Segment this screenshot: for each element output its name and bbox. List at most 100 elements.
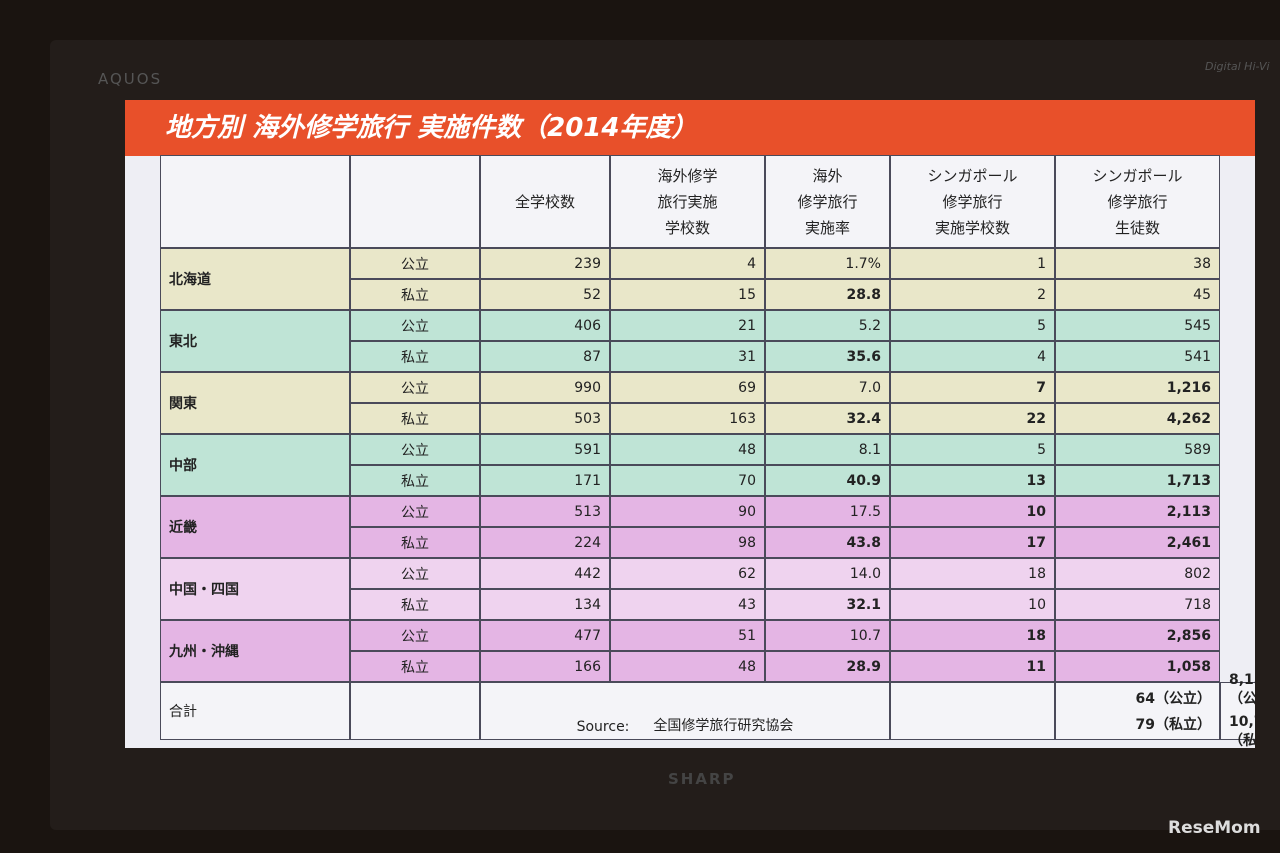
cell-text: 406 [574, 317, 601, 334]
value-cell: 802 [1055, 558, 1220, 589]
value-cell: 90 [610, 496, 765, 527]
cell-text: 87 [583, 348, 601, 365]
value-cell: 10.7 [765, 620, 890, 651]
region-cell: 九州・沖縄 [160, 620, 350, 682]
value-cell: 21 [610, 310, 765, 341]
value-cell: 35.6 [765, 341, 890, 372]
cell-text: 公立 [401, 628, 429, 645]
header-line: 修学旅行 [797, 192, 858, 211]
tv-brand: SHARP [668, 770, 736, 788]
header-cell: シンガポール 修学旅行 実施学校数 [890, 155, 1055, 248]
cell-text: 718 [1184, 596, 1211, 613]
value-cell: 239 [480, 248, 610, 279]
cell-text: 私立 [401, 597, 429, 614]
value-cell: 32.4 [765, 403, 890, 434]
value-cell: 442 [480, 558, 610, 589]
region-cell: 中部 [160, 434, 350, 496]
value-cell: 166 [480, 651, 610, 682]
cell-text: 私立 [401, 287, 429, 304]
value-cell: 4 [610, 248, 765, 279]
cell-text: 21 [738, 317, 756, 334]
total-cell: 64（公立） 79（私立） [1055, 682, 1220, 740]
value-cell: 62 [610, 558, 765, 589]
value-cell: 5 [890, 434, 1055, 465]
region-name: 関東 [169, 396, 197, 412]
cell-text: 13 [1026, 472, 1046, 489]
region-name: 北海道 [169, 272, 211, 288]
header-line: 海外 [812, 166, 843, 185]
value-cell: 52 [480, 279, 610, 310]
type-cell: 公立 [350, 558, 480, 589]
header-text: シンガポール 修学旅行 生徒数 [1092, 163, 1182, 241]
value-cell: 541 [1055, 341, 1220, 372]
cell-text: 10 [1028, 596, 1046, 613]
cell-text: 48 [738, 441, 756, 458]
header-cell: 海外 修学旅行 実施率 [765, 155, 890, 248]
value-cell: 7.0 [765, 372, 890, 403]
cell-text: 43 [738, 596, 756, 613]
cell-text: 1.7% [845, 255, 881, 272]
cell-text: 48 [738, 658, 756, 675]
cell-text: 239 [574, 255, 601, 272]
value-cell: 477 [480, 620, 610, 651]
type-cell: 私立 [350, 403, 480, 434]
cell-text: 5.2 [858, 317, 881, 334]
value-cell: 70 [610, 465, 765, 496]
header-text: 全学校数 [515, 189, 575, 215]
value-cell: 513 [480, 496, 610, 527]
cell-text: 513 [574, 503, 601, 520]
cell-text: 私立 [401, 349, 429, 366]
source-text: 全国修学旅行研究協会 [653, 718, 794, 734]
value-cell: 503 [480, 403, 610, 434]
value-cell: 18 [890, 558, 1055, 589]
header-line: 全学校数 [514, 192, 575, 211]
header-line: 修学旅行 [942, 192, 1003, 211]
type-cell: 公立 [350, 372, 480, 403]
region-name: 中国・四国 [169, 582, 239, 598]
value-cell: 43.8 [765, 527, 890, 558]
header-cell [160, 155, 350, 248]
cell-text: 38 [1193, 255, 1211, 272]
cell-text: 7 [1036, 379, 1046, 396]
cell-text: 32.4 [846, 410, 881, 427]
cell-text: 541 [1184, 348, 1211, 365]
value-cell: 43 [610, 589, 765, 620]
value-cell: 134 [480, 589, 610, 620]
cell-text: 51 [738, 627, 756, 644]
header-cell: シンガポール 修学旅行 生徒数 [1055, 155, 1220, 248]
cell-text: 69 [738, 379, 756, 396]
cell-text: 990 [574, 379, 601, 396]
value-cell: 4 [890, 341, 1055, 372]
value-cell: 28.9 [765, 651, 890, 682]
value-cell: 2,461 [1055, 527, 1220, 558]
header-cell: 海外修学 旅行実施 学校数 [610, 155, 765, 248]
value-cell: 51 [610, 620, 765, 651]
header-cell: 全学校数 [480, 155, 610, 248]
value-cell: 48 [610, 434, 765, 465]
cell-text: 98 [738, 534, 756, 551]
cell-text: 477 [574, 627, 601, 644]
value-cell: 14.0 [765, 558, 890, 589]
cell-text: 28.9 [846, 658, 881, 675]
region-cell: 北海道 [160, 248, 350, 310]
header-line: シンガポール [927, 166, 1018, 185]
watermark: ReseMom [1168, 818, 1261, 838]
header-text: 海外修学 旅行実施 学校数 [657, 163, 717, 241]
cell-text: 589 [1184, 441, 1211, 458]
cell-text: 公立 [401, 566, 429, 583]
region-cell: 中国・四国 [160, 558, 350, 620]
total-value: 79（私立） [1135, 717, 1211, 733]
cell-text: 1 [1037, 255, 1046, 272]
total-label: 合計 [169, 704, 197, 720]
type-cell: 公立 [350, 248, 480, 279]
source-cell: Source: 全国修学旅行研究協会 [480, 682, 890, 740]
total-value: 64（公立） [1135, 691, 1211, 707]
type-cell: 私立 [350, 589, 480, 620]
cell-text: 17 [1026, 534, 1046, 551]
region-cell: 関東 [160, 372, 350, 434]
type-cell: 私立 [350, 465, 480, 496]
type-cell: 私立 [350, 341, 480, 372]
cell-text: 私立 [401, 411, 429, 428]
value-cell: 32.1 [765, 589, 890, 620]
cell-text: 2,461 [1166, 534, 1211, 551]
